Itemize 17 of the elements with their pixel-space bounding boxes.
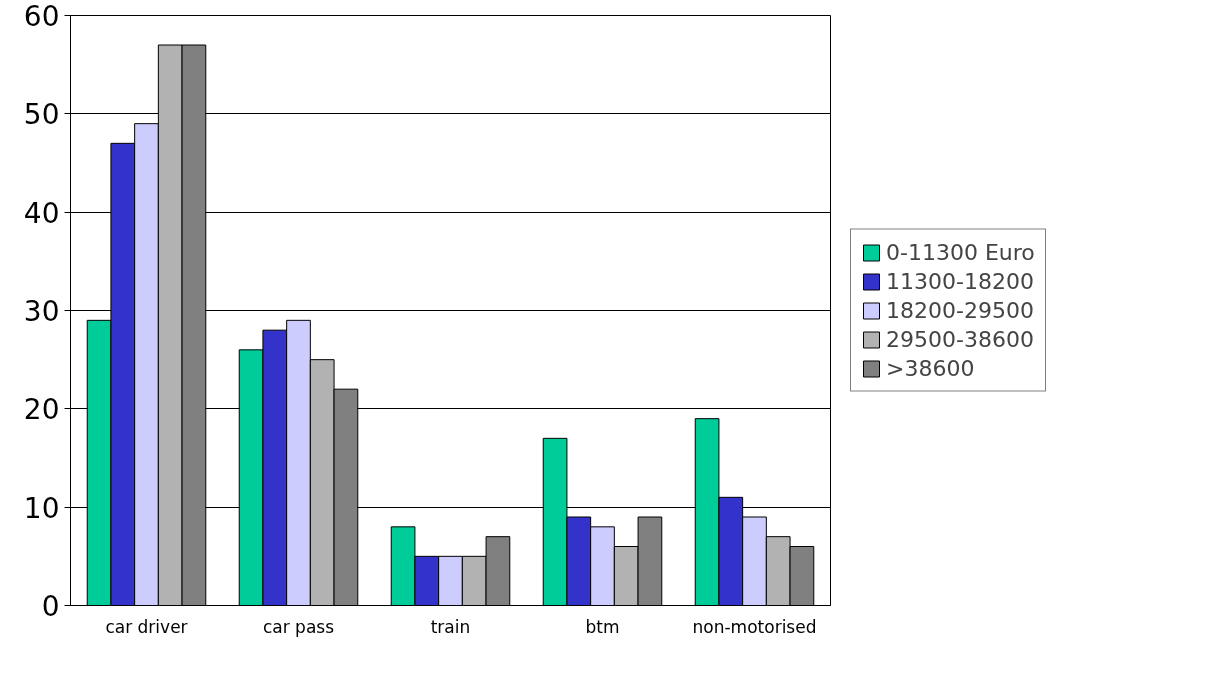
x-tick-label: btm (585, 616, 620, 637)
y-tick-label: 50 (23, 98, 60, 132)
y-tick-label: 0 (41, 590, 60, 623)
x-tick-label: non-motorised (692, 616, 817, 637)
y-tick-label: 30 (23, 295, 60, 328)
y-tick-label: 40 (23, 196, 60, 230)
legend-label: 11300-18200 (886, 268, 1034, 294)
x-tick-label: car pass (262, 616, 335, 637)
legend-label: >38600 (886, 355, 975, 381)
legend-label: 29500-38600 (886, 326, 1034, 352)
y-tick-label: 10 (23, 491, 60, 525)
y-tick-label: 60 (23, 0, 60, 33)
legend-label: 0-11300 Euro (886, 239, 1035, 265)
x-tick-label: train (430, 616, 471, 637)
x-tick-label: car driver (105, 616, 188, 637)
legend-label: 18200-29500 (886, 297, 1034, 323)
y-tick-label: 20 (23, 393, 60, 427)
